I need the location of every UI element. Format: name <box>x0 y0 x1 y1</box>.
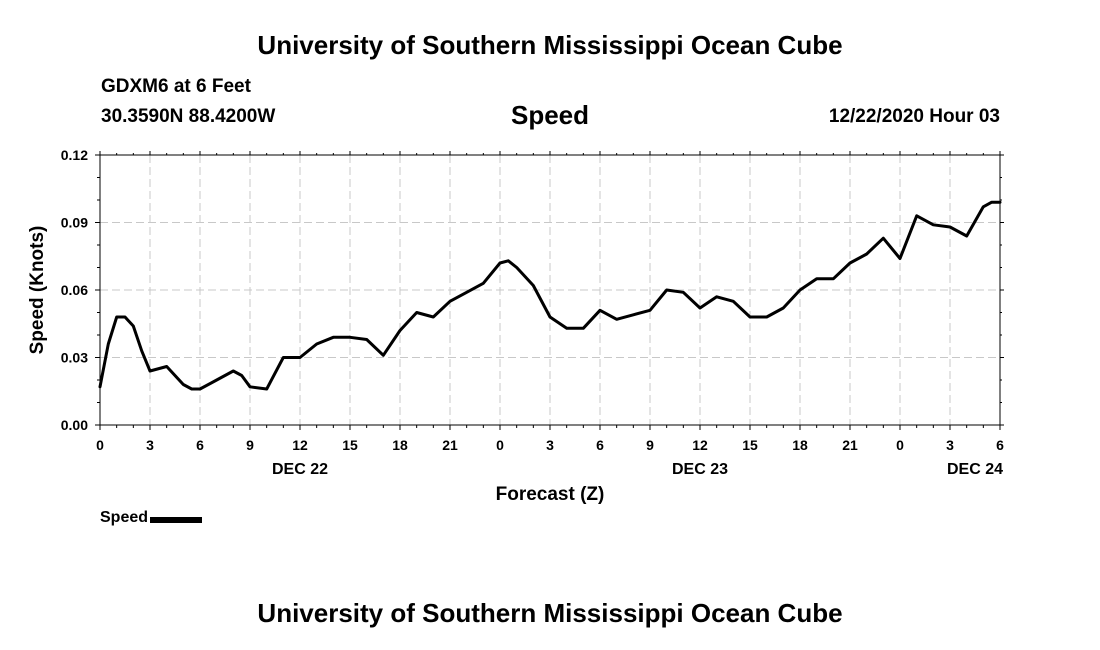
x-tick-label: 3 <box>146 437 154 453</box>
legend: Speed <box>100 509 203 527</box>
y-axis-title: Speed (Knots) <box>27 226 48 355</box>
x-tick-label: 18 <box>392 437 408 453</box>
y-tick-label: 0.09 <box>61 215 88 231</box>
coordinates-label: 30.3590N 88.4200W <box>101 106 276 127</box>
x-tick-label: 9 <box>246 437 254 453</box>
x-tick-label: 12 <box>292 437 308 453</box>
legend-label: Speed <box>100 509 149 526</box>
x-tick-label: 15 <box>742 437 758 453</box>
forecast-datetime: 12/22/2020 Hour 03 <box>828 106 1000 127</box>
chart-main-title: University of Southern Mississippi Ocean… <box>257 30 843 60</box>
x-tick-label: 12 <box>692 437 708 453</box>
variable-title: Speed <box>510 100 590 130</box>
axis-ticks <box>95 151 1004 430</box>
x-tick-label: 21 <box>442 437 458 453</box>
x-tick-label: 21 <box>842 437 858 453</box>
x-tick-label: 0 <box>896 437 904 453</box>
x-tick-label: 6 <box>196 437 204 453</box>
grid-lines <box>100 155 1000 425</box>
x-tick-label: 3 <box>546 437 554 453</box>
x-tick-label: 15 <box>342 437 358 453</box>
y-tick-label: 0.03 <box>61 350 88 366</box>
x-tick-label: 0 <box>96 437 104 453</box>
station-label: GDXM6 at 6 Feet <box>101 76 251 97</box>
footer-title: University of Southern Mississippi Ocean… <box>257 598 843 628</box>
x-tick-label: 9 <box>646 437 654 453</box>
y-tick-label: 0.06 <box>61 282 88 298</box>
y-tick-label: 0.00 <box>61 417 88 433</box>
x-tick-label: 0 <box>496 437 504 453</box>
x-tick-label: 6 <box>996 437 1004 453</box>
x-axis-title: Forecast (Z) <box>496 484 605 505</box>
series-line-speed <box>98 200 1002 391</box>
day-label: DEC 22 <box>272 461 328 478</box>
day-label: DEC 23 <box>672 461 728 478</box>
x-tick-label: 3 <box>946 437 954 453</box>
y-tick-label: 0.12 <box>61 147 88 163</box>
x-tick-label: 6 <box>596 437 604 453</box>
day-label: DEC 24 <box>947 461 1003 478</box>
series-layer <box>98 200 1002 391</box>
axis-labels: 0 3 6 9 12 15 18 21 0 3 6 9 12 15 18 21 0 3 6 0.00 0.03 0.06 0… <box>61 147 1004 478</box>
legend-swatch <box>150 516 203 523</box>
x-tick-label: 18 <box>792 437 808 453</box>
